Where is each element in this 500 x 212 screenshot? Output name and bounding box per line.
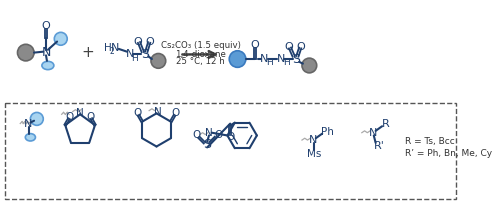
- Text: N: N: [205, 128, 213, 138]
- Text: O: O: [226, 132, 234, 142]
- Bar: [4, 103, 456, 199]
- Ellipse shape: [42, 61, 54, 70]
- Text: 1,4-dioxane: 1,4-dioxane: [176, 50, 226, 59]
- Text: N: N: [42, 46, 50, 59]
- Ellipse shape: [26, 134, 36, 141]
- Text: N: N: [154, 107, 162, 117]
- Circle shape: [151, 53, 166, 68]
- Circle shape: [18, 44, 34, 61]
- Text: O: O: [86, 112, 94, 122]
- Text: S: S: [142, 48, 150, 61]
- Text: +: +: [81, 45, 94, 60]
- Text: N: N: [276, 54, 285, 64]
- Circle shape: [229, 51, 246, 67]
- Text: O: O: [134, 36, 142, 47]
- Text: S: S: [292, 53, 300, 66]
- Text: N: N: [309, 135, 317, 145]
- Text: N: N: [111, 43, 120, 53]
- Text: O: O: [172, 108, 179, 118]
- Text: R: R: [382, 119, 390, 129]
- Text: R’ = Ph, Bn, Me, Cy: R’ = Ph, Bn, Me, Cy: [405, 149, 492, 158]
- Text: O: O: [42, 21, 50, 31]
- Text: O: O: [284, 42, 294, 52]
- Text: R = Ts, Bcc: R = Ts, Bcc: [405, 137, 455, 146]
- Circle shape: [30, 112, 44, 125]
- Text: Ph: Ph: [322, 127, 334, 137]
- Text: N: N: [368, 128, 377, 138]
- Circle shape: [302, 58, 316, 73]
- Text: O: O: [192, 130, 200, 141]
- Text: Cs₂CO₃ (1.5 equiv): Cs₂CO₃ (1.5 equiv): [161, 41, 240, 50]
- Text: O: O: [134, 108, 141, 118]
- Text: H: H: [283, 58, 290, 67]
- Text: N: N: [76, 108, 84, 118]
- Text: 25 °C, 12 h: 25 °C, 12 h: [176, 57, 225, 66]
- Text: H: H: [131, 54, 138, 63]
- Text: S: S: [203, 138, 211, 151]
- Text: O: O: [214, 130, 222, 141]
- Text: O: O: [296, 42, 306, 52]
- Circle shape: [54, 32, 67, 45]
- Text: O: O: [66, 112, 74, 122]
- Text: O: O: [250, 40, 260, 50]
- Text: R': R': [374, 141, 384, 151]
- Text: Ms: Ms: [307, 149, 321, 159]
- Text: N: N: [260, 54, 268, 64]
- Text: H: H: [266, 58, 273, 67]
- Text: O: O: [146, 36, 154, 47]
- Text: H: H: [104, 43, 112, 53]
- Text: N: N: [126, 49, 134, 59]
- Text: 2: 2: [109, 47, 114, 56]
- Text: N: N: [24, 119, 32, 129]
